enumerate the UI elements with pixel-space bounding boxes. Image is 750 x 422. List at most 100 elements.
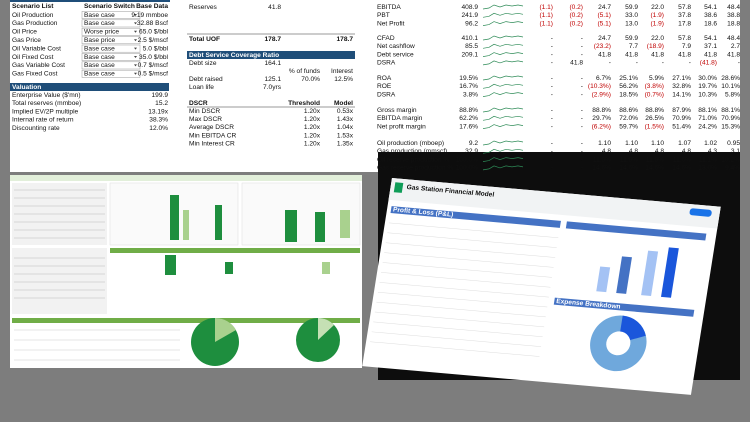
cell-text: Min Interest CR — [189, 141, 235, 148]
cell-text: Base Data — [136, 3, 168, 10]
cell-text: 14.6% — [645, 165, 664, 172]
sparkline — [482, 12, 524, 18]
cell-text: 72.0% — [619, 115, 638, 122]
dropdown-arrow — [134, 14, 137, 16]
cell-text: - — [551, 107, 553, 114]
cell-text: 24.7 — [598, 35, 611, 42]
cell-text: 38.3% — [149, 117, 168, 124]
cell-text: Base price — [84, 37, 115, 44]
cell-text: 7.7 — [629, 43, 638, 50]
sparkline — [482, 43, 524, 49]
cell-text: 11.9% — [593, 156, 611, 163]
cell-text: - — [551, 115, 553, 122]
cell-text: (0.2) — [569, 20, 583, 27]
cell-text: PBT — [377, 12, 390, 19]
dropdown — [81, 53, 141, 61]
cell-text: - — [551, 91, 553, 98]
cell-text: - — [581, 107, 583, 114]
cell-text: 38.8 — [727, 12, 740, 19]
cell-text: - — [581, 35, 583, 42]
header-rule — [10, 0, 170, 2]
cell-text: Oil reserve production % — [377, 156, 449, 163]
cell-text: Valuation — [12, 84, 41, 91]
cell-text: - — [551, 60, 553, 67]
cell-text: - — [581, 83, 583, 90]
sparkline — [482, 124, 524, 129]
cell-text: EBITDA — [377, 4, 401, 11]
cell-text: Net cashflow — [377, 43, 415, 50]
cell-text: - — [581, 165, 583, 172]
cell-text: - — [551, 51, 553, 58]
sparkline — [482, 4, 524, 10]
cell-text: 41.8 — [598, 51, 611, 58]
cell-text: 88.8% — [592, 107, 611, 114]
cell-text: 32.9 — [465, 148, 478, 155]
cell-text: Oil Price — [12, 29, 37, 36]
cell-text: 4.8 — [682, 148, 691, 155]
cell-text: 1.10 — [651, 140, 664, 147]
cell-text: 15.3% — [721, 123, 740, 130]
cell-text: 6.7% — [596, 75, 611, 82]
cell-text: - — [551, 123, 553, 130]
cell-text: Loan life — [189, 84, 214, 91]
cell-text: Net profit margin — [377, 123, 426, 130]
cell-text: Base case — [84, 62, 115, 69]
cell-text: (1.5%) — [645, 123, 664, 130]
cell-text: Base case — [84, 54, 115, 61]
dropdown-arrow — [134, 56, 137, 58]
cell-text: 13.0 — [625, 20, 638, 27]
cell-text: - — [738, 60, 740, 67]
cell-text: 125.1 — [264, 76, 281, 83]
dropdown — [81, 19, 141, 28]
cell-text: 87.9% — [672, 107, 691, 114]
dropdown — [81, 27, 141, 36]
cell-text: 178.7 — [264, 36, 281, 43]
cell-text: Gas Variable Cost — [12, 62, 65, 69]
cell-text: Enterprise Value ($'mn) — [12, 92, 81, 99]
cell-text: - — [551, 83, 553, 90]
cell-text: 41.8 — [625, 51, 638, 58]
cell-text: (5.1) — [597, 12, 611, 19]
cell-text: Average DSCR — [189, 124, 234, 131]
cell-text: 28.6% — [721, 75, 740, 82]
cell-text: 48.4 — [727, 4, 740, 11]
dropdown — [81, 69, 141, 78]
cell-text: Worse price — [84, 29, 119, 36]
dropdown-arrow — [134, 72, 137, 75]
cell-text: Debt service — [377, 51, 414, 58]
cell-text: 18.5% — [619, 91, 638, 98]
sparkline — [482, 148, 524, 154]
cell-text: - — [551, 148, 553, 155]
cell-text: 14.1% — [672, 91, 691, 98]
cell-text: 2.5 $/mscf — [138, 37, 169, 44]
cell-text: 1.43x — [337, 116, 354, 123]
cell-text: 30.0% — [698, 75, 717, 82]
cell-text: 41.8 — [651, 51, 664, 58]
cell-text: Base case — [84, 12, 115, 19]
cell-text: 241.9 — [461, 12, 478, 19]
cell-text: - — [689, 60, 691, 67]
sparkline — [482, 21, 524, 26]
cell-text: - — [581, 148, 583, 155]
cell-text: - — [662, 60, 664, 67]
cell-text: 1.20x — [304, 116, 321, 123]
cell-text: 14.6% — [619, 165, 638, 172]
dropdown — [81, 36, 141, 45]
cell-text: Min EBITDA CR — [189, 132, 237, 139]
cell-text: 0.53x — [337, 108, 354, 115]
cell-text: - — [551, 165, 553, 172]
dropdown — [81, 44, 141, 53]
cell-text: Base case — [84, 71, 115, 78]
cell-text: 15.2 — [155, 100, 168, 107]
cell-text: 88.6% — [619, 107, 638, 114]
cell-text: Debt Service Coverage Ratio — [189, 52, 279, 59]
dscr-bar — [187, 51, 355, 59]
cell-text: 4.8 — [602, 148, 611, 155]
cell-text: 10.1% — [721, 83, 740, 90]
cell-text: ROE — [377, 83, 392, 90]
sparkline — [482, 35, 524, 41]
cell-text: Debt size — [189, 60, 217, 67]
cell-text: 0.95 — [727, 140, 740, 147]
cell-text: 100.0% — [456, 156, 479, 163]
